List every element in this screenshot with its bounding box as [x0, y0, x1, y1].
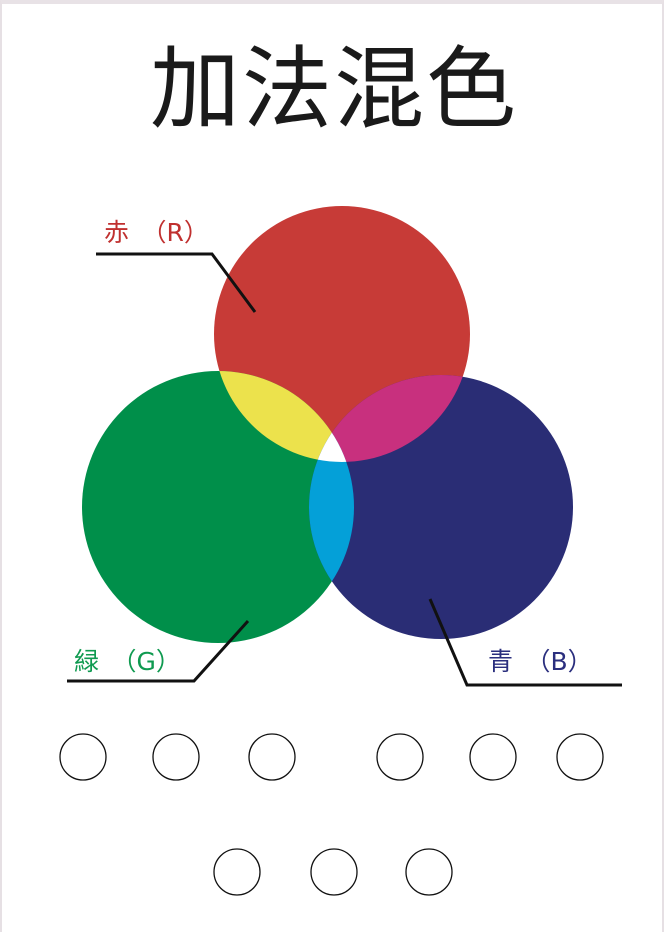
empty-circle [213, 848, 261, 896]
red-label: 赤 （R） [104, 218, 209, 247]
empty-circle [248, 733, 296, 781]
blue-leader-line [428, 598, 622, 687]
magenta-overlap [309, 375, 470, 462]
empty-circle [469, 733, 517, 781]
page-title: 加法混色 [150, 37, 518, 142]
blue-label: 青 （B） [488, 647, 593, 676]
empty-circle [405, 848, 453, 896]
empty-circle [310, 848, 358, 896]
empty-circle [59, 733, 107, 781]
green-label: 緑 （G） [74, 647, 181, 676]
empty-circle [376, 733, 424, 781]
red-leader-line [96, 252, 257, 313]
yellow-overlap [214, 371, 354, 462]
green-leader-line [67, 619, 250, 683]
empty-circle [152, 733, 200, 781]
additive-color-venn-diagram [59, 206, 622, 896]
empty-circle [556, 733, 604, 781]
